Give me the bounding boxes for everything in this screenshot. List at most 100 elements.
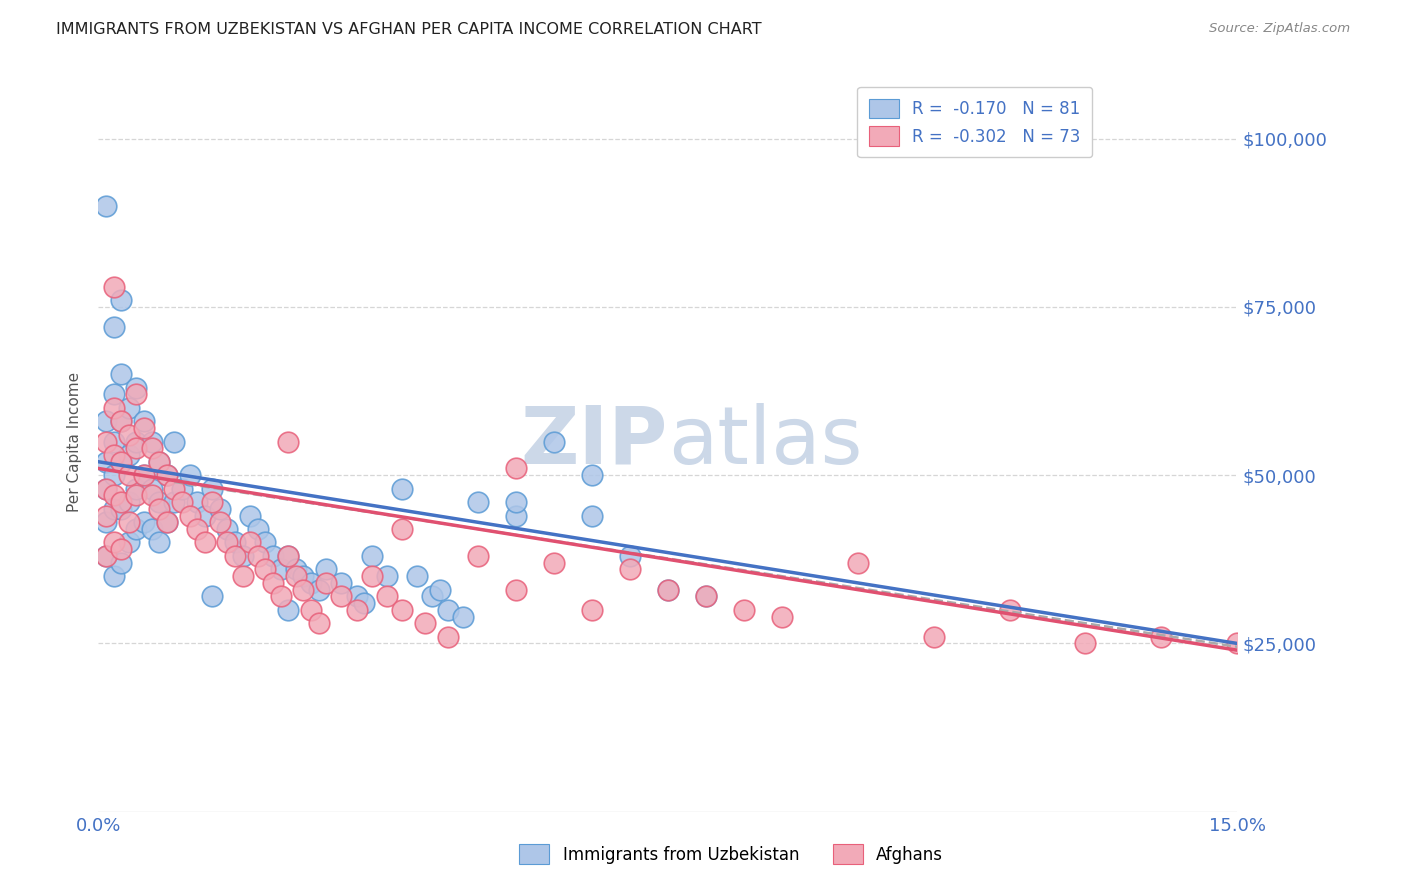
Point [125,442,148,456]
Point [770,609,793,624]
Point [125,488,148,502]
Point [94,199,117,213]
Point [132,414,155,428]
Point [156,516,179,530]
Point [375,569,398,583]
Point [110,542,132,557]
Point [94,549,117,563]
Point [360,569,382,583]
Point [103,535,125,549]
Point [436,630,458,644]
Point [413,616,436,631]
Point [163,482,186,496]
Point [543,434,565,449]
Point [179,508,201,523]
Point [103,434,125,449]
Point [657,582,679,597]
Text: ZIP: ZIP [520,402,668,481]
Point [118,495,141,509]
Point [110,368,132,382]
Point [110,455,132,469]
Point [922,630,945,644]
Point [436,603,458,617]
Point [391,603,413,617]
Point [277,549,299,563]
Point [308,582,330,597]
Text: atlas: atlas [668,402,862,481]
Point [246,522,269,536]
Point [695,590,717,604]
Point [186,495,208,509]
Point [125,522,148,536]
Point [299,603,322,617]
Point [239,508,262,523]
Point [163,495,186,509]
Point [391,482,413,496]
Point [246,549,269,563]
Text: Source: ZipAtlas.com: Source: ZipAtlas.com [1209,22,1350,36]
Point [270,590,292,604]
Point [208,501,231,516]
Point [110,556,132,570]
Point [505,495,527,509]
Point [118,401,141,415]
Point [695,590,717,604]
Point [170,482,193,496]
Point [299,575,322,590]
Point [156,468,179,483]
Point [110,293,132,308]
Point [505,582,527,597]
Point [103,488,125,502]
Point [110,414,132,428]
Point [118,535,141,549]
Point [467,495,489,509]
Point [118,468,141,483]
Point [315,575,337,590]
Point [201,590,224,604]
Point [94,482,117,496]
Point [224,535,246,549]
Point [543,556,565,570]
Point [110,495,132,509]
Point [186,522,208,536]
Point [330,590,353,604]
Y-axis label: Per Capita Income: Per Capita Income [67,371,83,512]
Point [94,414,117,428]
Point [132,516,155,530]
Point [467,549,489,563]
Point [103,468,125,483]
Point [315,562,337,576]
Point [110,501,132,516]
Point [1226,636,1249,650]
Point [998,603,1021,617]
Point [194,508,217,523]
Point [284,562,307,576]
Point [505,508,527,523]
Point [148,495,170,509]
Point [118,448,141,462]
Point [391,522,413,536]
Point [103,320,125,334]
Point [201,495,224,509]
Point [254,562,277,576]
Point [270,562,292,576]
Point [179,468,201,483]
Point [581,508,603,523]
Point [141,488,163,502]
Point [125,387,148,401]
Point [505,461,527,475]
Point [277,434,299,449]
Point [1150,630,1173,644]
Point [232,549,254,563]
Point [846,556,869,570]
Point [208,516,231,530]
Point [1074,636,1097,650]
Point [94,455,117,469]
Point [292,582,315,597]
Point [132,468,155,483]
Point [148,455,170,469]
Point [118,516,141,530]
Point [262,575,284,590]
Point [94,482,117,496]
Point [141,442,163,456]
